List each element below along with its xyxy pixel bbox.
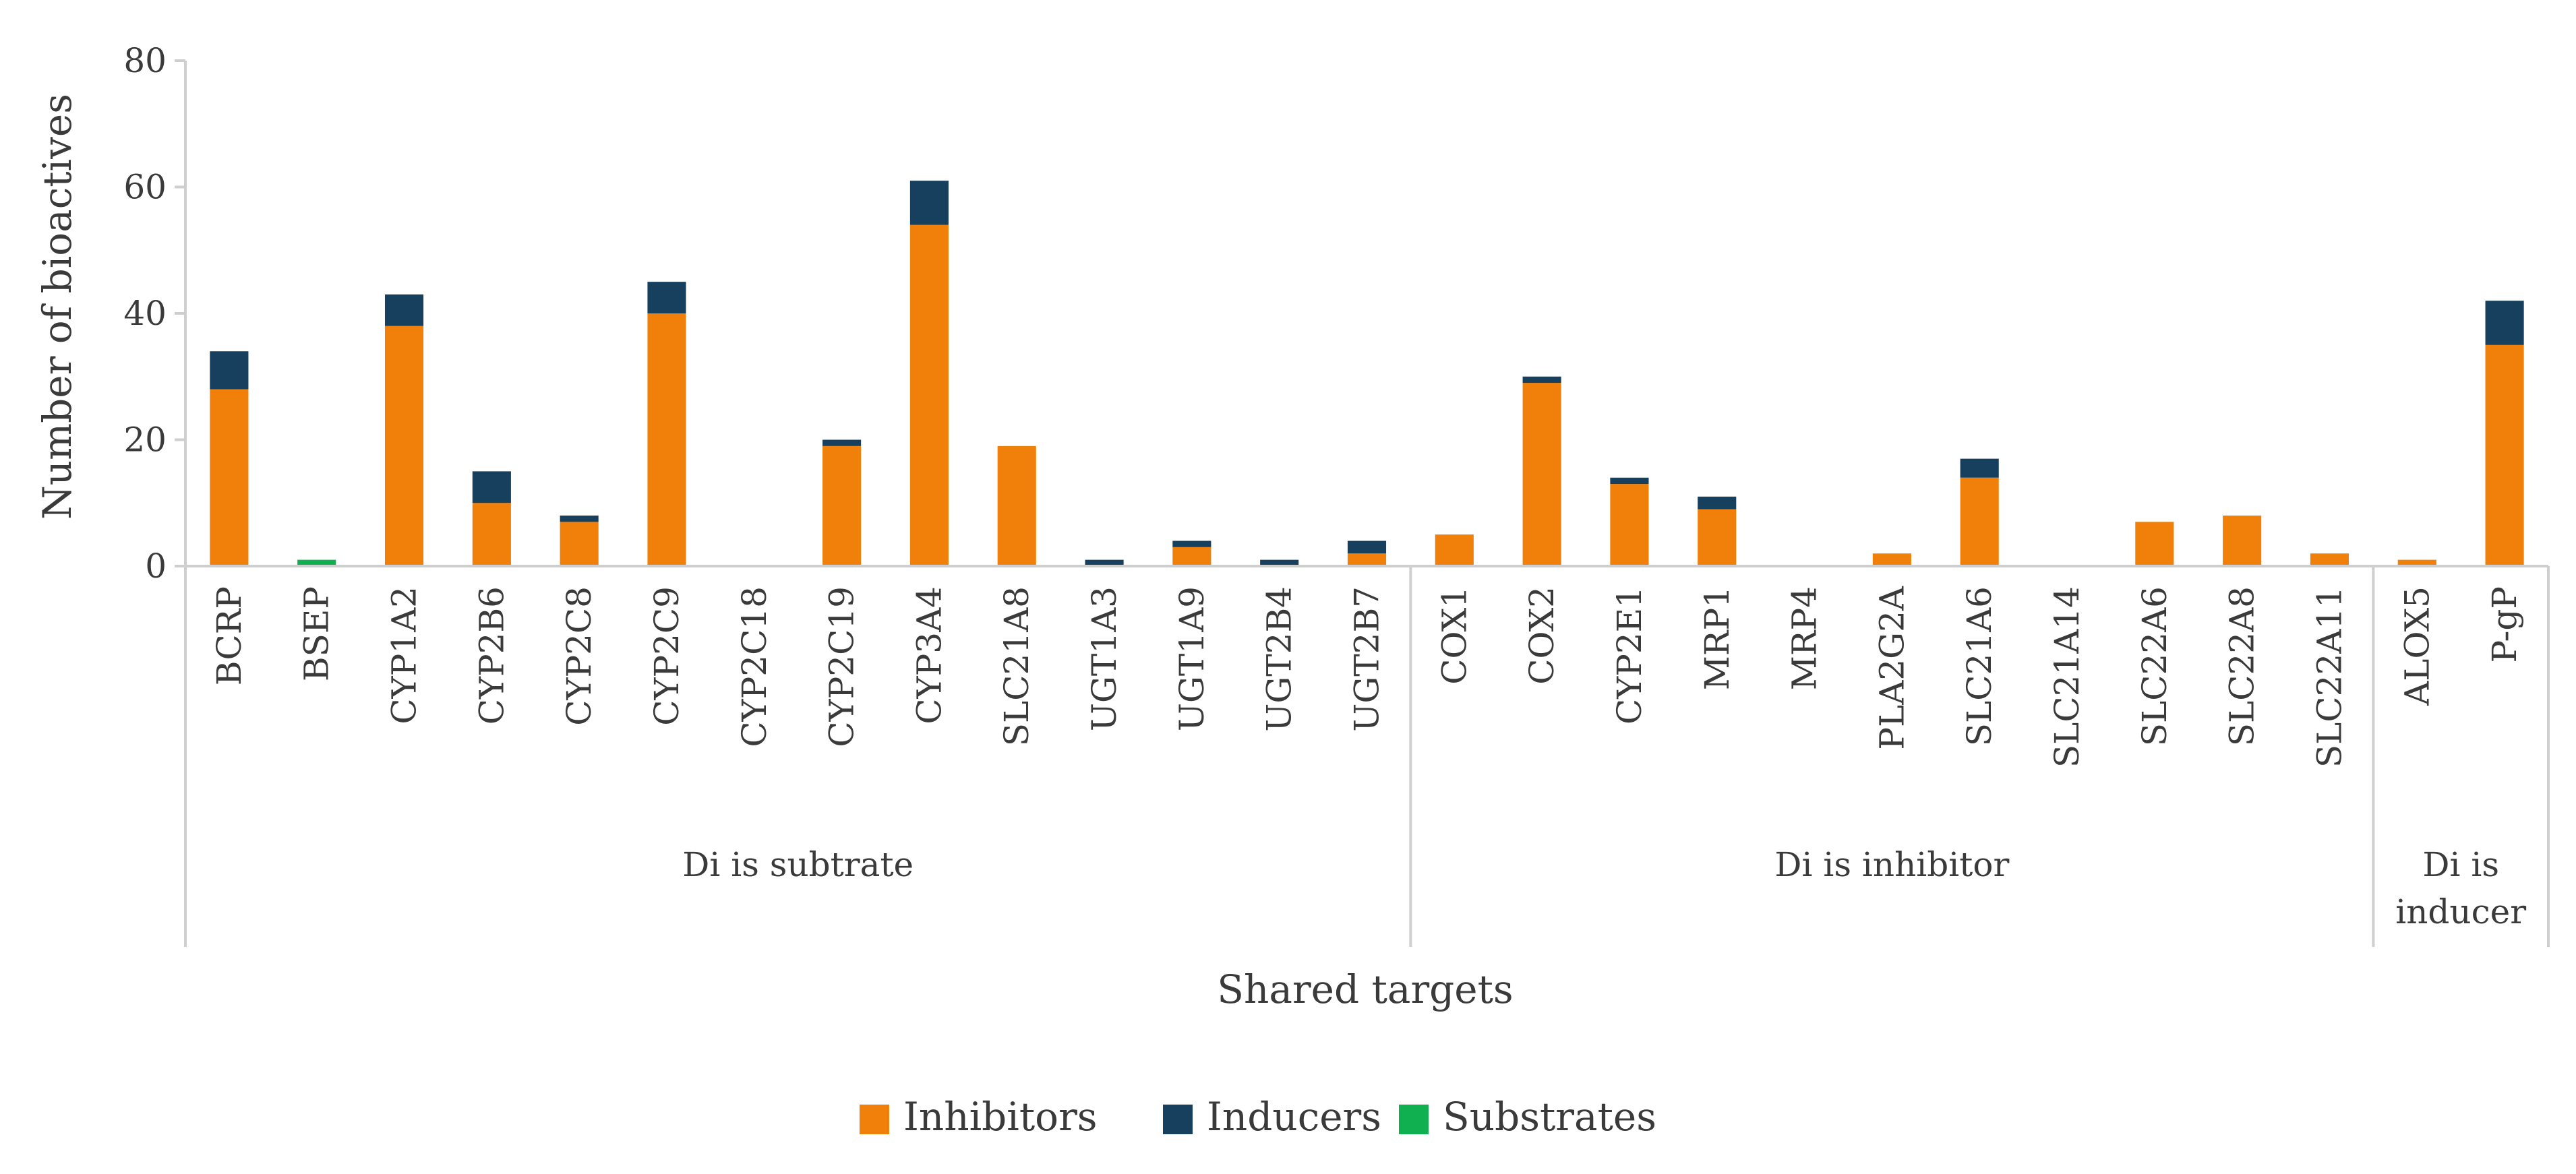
y-tick-label: 60 — [123, 168, 167, 207]
category-label-ugt1a9: UGT1A9 — [1172, 586, 1211, 731]
bar-inducers-ugt1a3 — [1085, 559, 1124, 566]
bar-inducers-p-gp — [2485, 301, 2524, 345]
category-label-bsep: BSEP — [297, 586, 336, 681]
bar-inhibitors-cyp2c19 — [822, 445, 862, 566]
bar-inhibitors-slc22a11 — [2310, 553, 2349, 566]
category-label-bcrp: BCRP — [210, 586, 249, 685]
category-label-slc22a8: SLC22A8 — [2223, 586, 2262, 746]
category-label-cox2: COX2 — [1522, 586, 1561, 685]
bar-inhibitors-cyp1a2 — [384, 326, 424, 566]
bar-inhibitors-cyp2e1 — [1610, 484, 1649, 566]
legend-swatch-substrates — [1399, 1105, 1429, 1134]
group-labels: Di is subtrate Di is inhibitor Di is induce… — [184, 566, 2550, 947]
bar-inducers-mrp1 — [1698, 496, 1737, 509]
legend: Inhibitors Inducers Substrates — [860, 1094, 1656, 1140]
bar-inducers-cyp2c9 — [647, 282, 686, 313]
category-label-cyp1a2: CYP1A2 — [385, 586, 424, 724]
category-label-p-gp: P-gP — [2485, 586, 2524, 662]
category-label-ugt1a3: UGT1A3 — [1085, 586, 1124, 731]
category-label-cyp2c19: CYP2C19 — [822, 586, 862, 747]
group-label: Di is subtrate — [682, 845, 913, 884]
y-tick-label: 40 — [123, 294, 167, 333]
bar-inducers-ugt2b4 — [1260, 559, 1299, 566]
bar-inhibitors-cyp2c9 — [647, 313, 686, 566]
category-label-slc22a6: SLC22A6 — [2135, 586, 2174, 746]
bar-inhibitors-slc22a8 — [2223, 516, 2262, 566]
bar-inhibitors-cox1 — [1435, 534, 1474, 566]
bar-inducers-cox2 — [1522, 376, 1561, 383]
group-label: Di is — [2422, 845, 2499, 884]
category-label-slc22a11: SLC22A11 — [2310, 586, 2349, 768]
bar-inhibitors-slc21a8 — [997, 445, 1036, 566]
category-label-cyp2c18: CYP2C18 — [735, 586, 774, 747]
category-label-cyp2c9: CYP2C9 — [647, 586, 686, 726]
bar-inducers-bcrp — [210, 351, 249, 390]
category-label-slc21a6: SLC21A6 — [1960, 586, 1999, 746]
y-tick-label: 20 — [123, 421, 167, 460]
category-label-cyp2b6: CYP2B6 — [472, 586, 511, 724]
bar-inducers-ugt2b7 — [1347, 540, 1387, 554]
y-tick-label: 80 — [123, 41, 167, 80]
bar-inhibitors-slc21a6 — [1960, 477, 1999, 566]
x-axis-title: Shared targets — [1217, 966, 1513, 1012]
category-label-mrp1: MRP1 — [1698, 586, 1737, 690]
bar-inhibitors-slc22a6 — [2135, 522, 2174, 566]
category-label-cyp2c8: CYP2C8 — [560, 586, 599, 726]
y-axis-title: Number of bioactives — [34, 94, 80, 520]
category-label-cyp3a4: CYP3A4 — [909, 586, 949, 724]
bar-inhibitors-bcrp — [210, 389, 249, 566]
bar-inhibitors-cyp3a4 — [909, 224, 949, 566]
bar-inhibitors-p-gp — [2485, 344, 2524, 566]
bar-inducers-cyp3a4 — [909, 181, 949, 225]
category-label-cox1: COX1 — [1435, 586, 1474, 685]
bar-inhibitors-pla2g2a — [1872, 553, 1911, 566]
bar-inhibitors-cyp2c8 — [560, 522, 599, 566]
bar-inducers-cyp2c19 — [822, 439, 862, 446]
x-axis: BCRP BSEP CYP1A2 CYP2B6 CYP2C8 CYP2C9 CYP2C18 C… — [185, 565, 2548, 768]
category-label-pla2g2a: PLA2G2A — [1872, 586, 1911, 750]
legend-label-inhibitors: Inhibitors — [903, 1094, 1098, 1140]
category-label-alox5: ALOX5 — [2397, 586, 2436, 706]
y-tick-label: 0 — [145, 547, 167, 586]
bar-inhibitors-cyp2b6 — [472, 503, 511, 566]
category-label-ugt2b7: UGT2B7 — [1348, 586, 1387, 732]
bar-inhibitors-ugt2b7 — [1347, 553, 1387, 566]
category-label-mrp4: MRP4 — [1785, 586, 1824, 690]
bar-substrates-bsep — [297, 559, 336, 566]
bar-inducers-cyp2c8 — [560, 516, 599, 522]
group-label: inducer — [2395, 892, 2526, 931]
category-label-slc21a14: SLC21A14 — [2047, 586, 2087, 768]
bars — [210, 181, 2524, 566]
bar-inducers-cyp1a2 — [384, 294, 424, 326]
category-label-ugt2b4: UGT2B4 — [1260, 586, 1299, 732]
y-axis: 0 20 40 60 80 — [123, 41, 187, 586]
legend-swatch-inducers — [1163, 1105, 1193, 1134]
bar-inducers-cyp2e1 — [1610, 477, 1649, 485]
bar-inhibitors-mrp1 — [1698, 509, 1737, 566]
bar-inhibitors-ugt1a9 — [1172, 547, 1211, 566]
legend-label-substrates: Substrates — [1443, 1094, 1656, 1140]
legend-label-inducers: Inducers — [1207, 1094, 1381, 1140]
bar-inducers-slc21a6 — [1960, 458, 1999, 478]
bar-inhibitors-alox5 — [2397, 559, 2436, 566]
bar-inducers-cyp2b6 — [472, 471, 511, 503]
bar-inhibitors-cox2 — [1522, 383, 1561, 566]
bar-inducers-ugt1a9 — [1172, 540, 1211, 547]
legend-swatch-inhibitors — [860, 1105, 889, 1134]
group-label: Di is inhibitor — [1774, 845, 2009, 884]
category-label-slc21a8: SLC21A8 — [997, 586, 1036, 746]
category-label-cyp2e1: CYP2E1 — [1610, 586, 1649, 724]
